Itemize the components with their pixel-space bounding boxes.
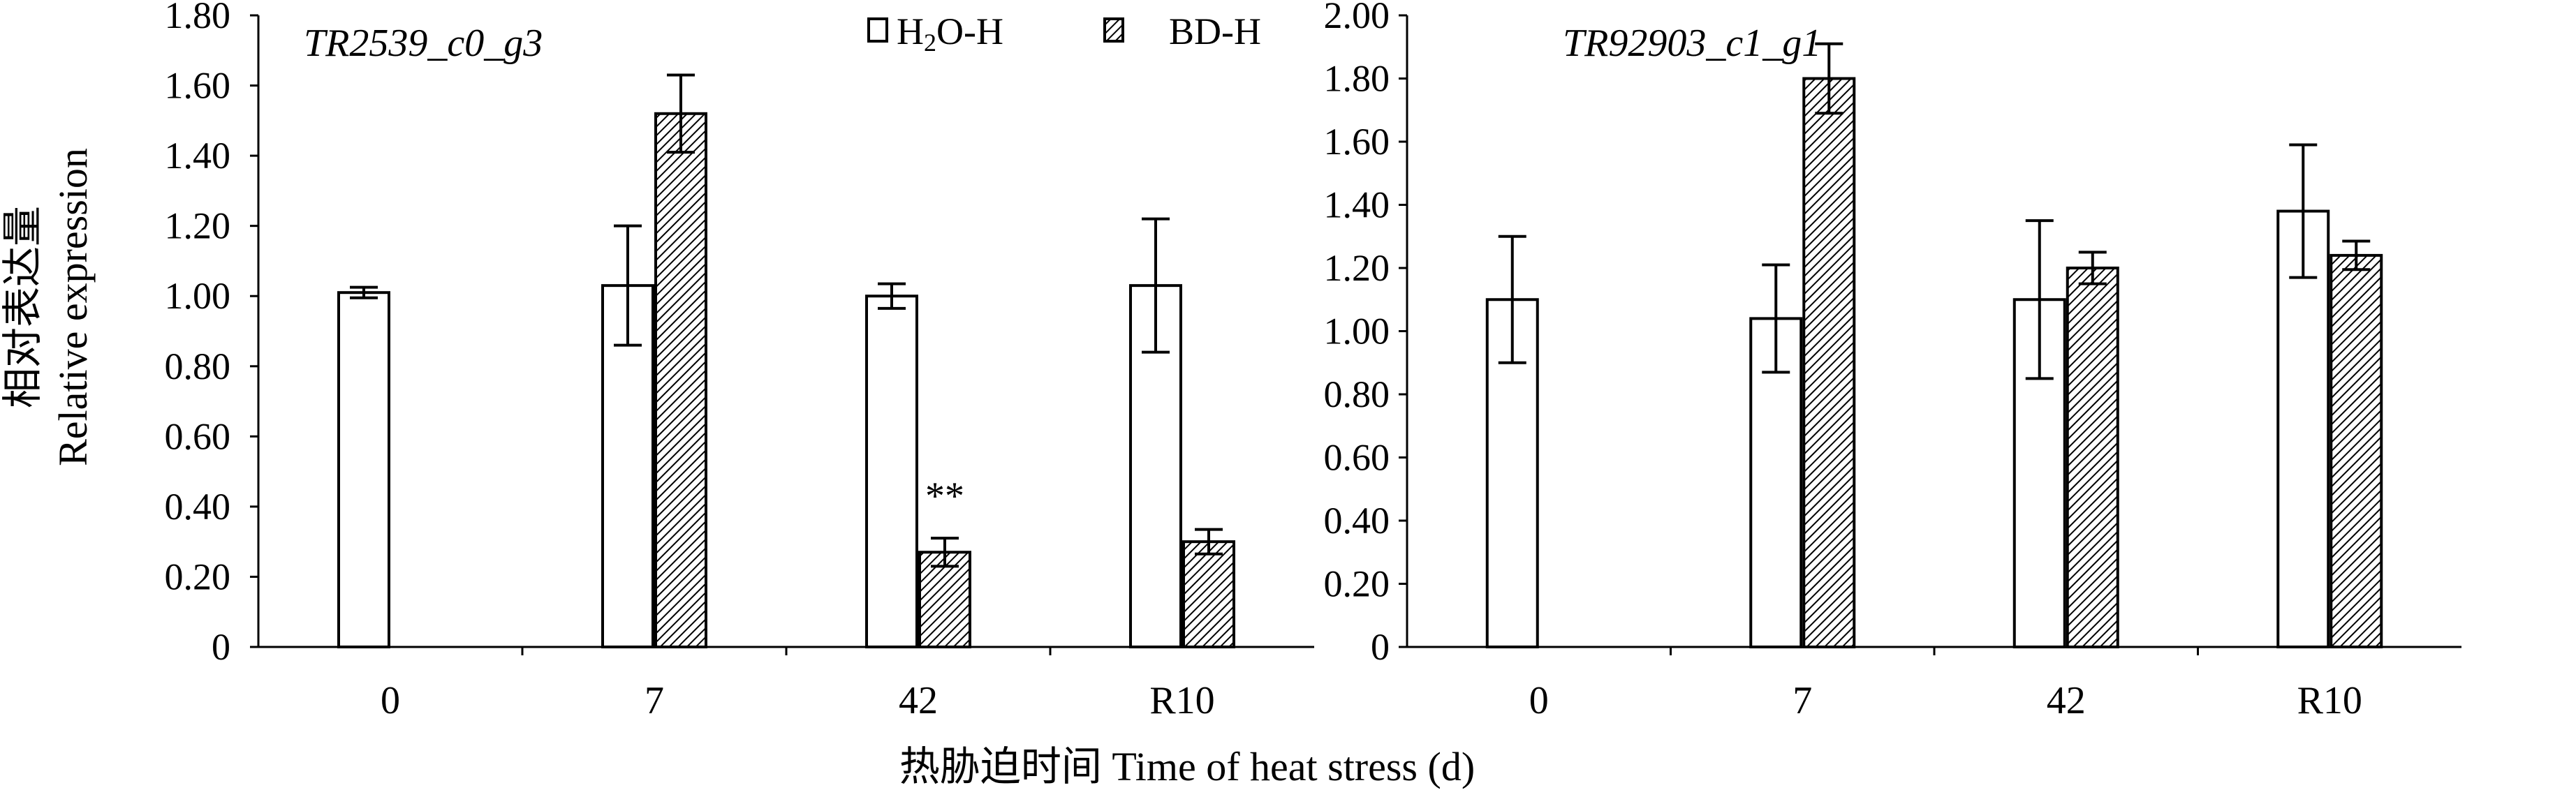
legend: H2O-H BD-H — [867, 10, 1261, 57]
x-tick-label: 42 — [899, 679, 938, 722]
y-tick-label: 1.60 — [165, 65, 231, 107]
y-tick-label: 0.40 — [1324, 500, 1390, 542]
y-tick-label: 1.60 — [1324, 121, 1390, 163]
y-tick-label: 1.20 — [165, 205, 231, 247]
y-tick-label: 1.20 — [1324, 247, 1390, 289]
bar-bd-h — [654, 112, 707, 648]
bar-bd-h — [1802, 77, 1856, 648]
legend-item-bd-h: BD-H — [1103, 10, 1261, 52]
legend-swatch-open — [867, 17, 888, 43]
bar-bd-h — [1182, 540, 1235, 649]
y-tick-label: 0.40 — [165, 486, 231, 528]
bar-h2o-h — [865, 295, 918, 648]
x-tick-label: 0 — [381, 679, 400, 722]
y-tick-label: 0.20 — [1324, 563, 1390, 605]
y-axis-title-en: Relative expression — [50, 148, 96, 466]
y-tick-label: 0 — [212, 626, 230, 668]
x-tick-label: 42 — [2047, 679, 2086, 722]
legend-item-h2o-h: H2O-H — [867, 10, 1003, 57]
y-tick-label: 0.20 — [165, 556, 231, 597]
x-tick-label: 7 — [1793, 679, 1812, 722]
significance-marker: ** — [925, 475, 964, 518]
y-tick-label: 1.40 — [165, 135, 231, 177]
legend-label-h2o-h: H2O-H — [897, 10, 1003, 57]
y-tick-label: 1.80 — [165, 0, 231, 36]
y-tick-label: 1.00 — [1324, 311, 1390, 352]
y-tick-label: 0.60 — [1324, 437, 1390, 479]
bar-h2o-h — [337, 291, 390, 648]
x-tick-label: 7 — [645, 679, 664, 722]
x-axis-title: 热胁迫时间 Time of heat stress (d) — [899, 744, 1475, 789]
chart-panel-right: 0 0.20 0.40 0.60 0.80 1.00 1.20 1.40 1.60 1.80 2.0… — [1324, 0, 2461, 722]
y-tick-label: 0.80 — [1324, 373, 1390, 415]
y-tick-label: 1.80 — [1324, 58, 1390, 100]
chart-panel-left: 0 0.20 0.40 0.60 0.80 1.00 1.20 1.40 1.60 1.80 0 7 4… — [165, 0, 1314, 722]
y-tick-label: 2.00 — [1324, 0, 1390, 36]
y-tick-label: 0.60 — [165, 415, 231, 457]
chart-title: TR92903_c1_g1 — [1563, 22, 1821, 65]
x-tick-label: R10 — [1149, 679, 1214, 722]
bar-bd-h — [918, 551, 971, 648]
legend-label-bd-h: BD-H — [1169, 10, 1261, 52]
bar-bd-h — [2330, 253, 2383, 648]
x-tick-label: R10 — [2297, 679, 2362, 722]
y-axis-title-cn: 相对表达量 — [0, 206, 45, 408]
x-tick-label: 0 — [1529, 679, 1549, 722]
y-tick-label: 1.00 — [165, 275, 231, 317]
y-tick-label: 0.80 — [165, 345, 231, 387]
y-tick-label: 1.40 — [1324, 184, 1390, 226]
y-tick-label: 0 — [1371, 626, 1390, 668]
chart-title: TR2539_c0_g3 — [304, 22, 543, 65]
legend-swatch-hatched — [1103, 17, 1124, 43]
bar-h2o-h — [2276, 209, 2330, 648]
bar-bd-h — [2066, 267, 2119, 648]
